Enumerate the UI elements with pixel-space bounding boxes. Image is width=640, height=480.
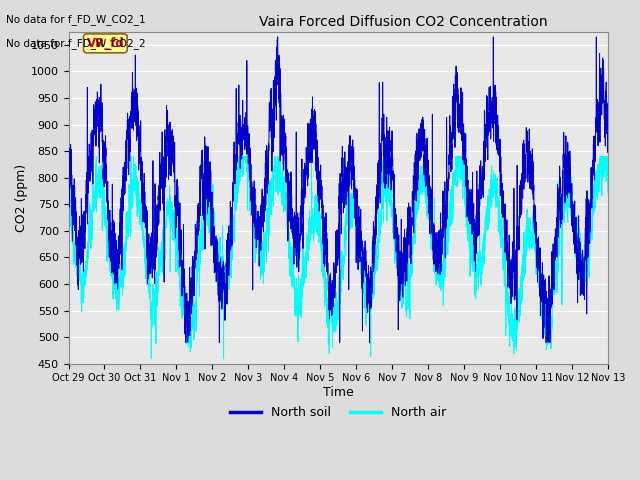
North air <box>604 189 612 195</box>
North air <box>147 356 155 361</box>
North air <box>429 220 437 226</box>
North soil <box>274 34 282 40</box>
North soil <box>161 180 169 186</box>
North soil <box>460 142 467 148</box>
North air <box>460 158 467 164</box>
North soil <box>429 256 437 262</box>
Line: North soil: North soil <box>68 37 608 342</box>
Title: Vaira Forced Diffusion CO2 Concentration: Vaira Forced Diffusion CO2 Concentration <box>259 15 547 29</box>
North soil <box>65 179 72 184</box>
North soil <box>604 125 612 131</box>
Text: No data for f_FD_W_CO2_1: No data for f_FD_W_CO2_1 <box>6 14 146 25</box>
Line: North air: North air <box>68 156 608 359</box>
North air <box>92 154 100 159</box>
North air <box>604 171 611 177</box>
North soil <box>182 339 189 345</box>
North soil <box>604 126 611 132</box>
North soil <box>490 97 497 103</box>
Text: No data for f_FD_W_CO2_2: No data for f_FD_W_CO2_2 <box>6 38 146 49</box>
North air <box>65 189 72 195</box>
Y-axis label: CO2 (ppm): CO2 (ppm) <box>15 164 28 232</box>
North air <box>490 179 497 185</box>
North air <box>162 218 170 224</box>
Legend: North soil, North air: North soil, North air <box>225 401 451 424</box>
Text: VR_fd: VR_fd <box>86 37 124 50</box>
North soil <box>318 216 326 222</box>
X-axis label: Time: Time <box>323 386 353 399</box>
North air <box>318 269 326 275</box>
